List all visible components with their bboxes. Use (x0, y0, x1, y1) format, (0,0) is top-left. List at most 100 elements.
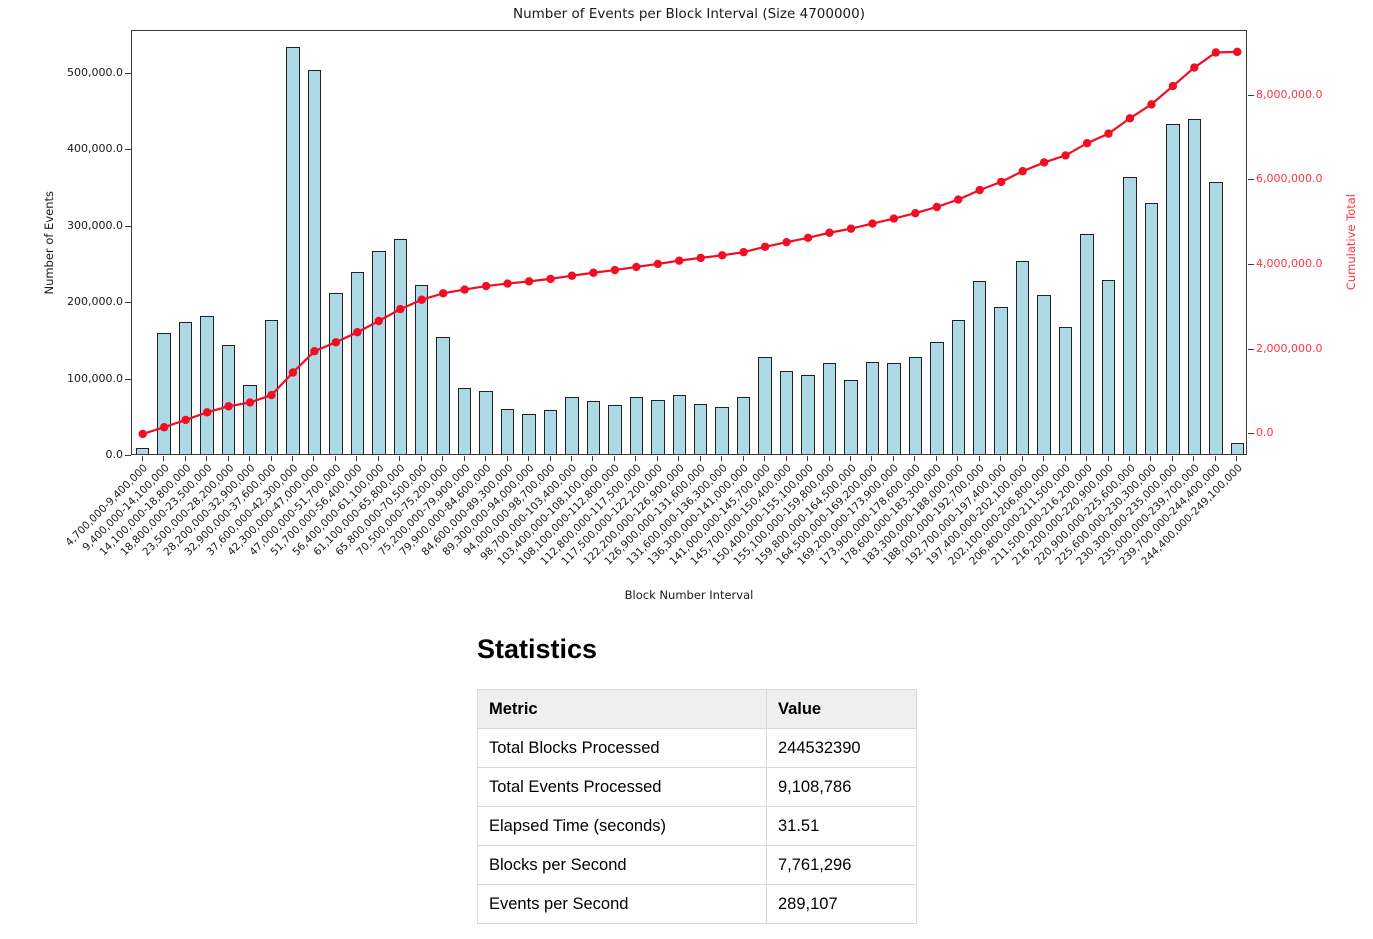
cumulative-point (1233, 47, 1242, 57)
metric-cell: Elapsed Time (seconds) (477, 806, 767, 846)
left-tick-label: 100,000.0 (67, 371, 123, 385)
cumulative-point (1211, 48, 1221, 57)
metric-cell: Events per Second (477, 884, 767, 924)
cumulative-point (782, 237, 791, 247)
right-tick-mark (1248, 348, 1254, 350)
metric-cell: Blocks per Second (477, 845, 767, 885)
bar (415, 285, 429, 454)
bar (1187, 119, 1202, 454)
cumulative-point (224, 402, 233, 411)
left-tick-mark (125, 455, 131, 456)
bar (479, 390, 493, 454)
bar (651, 399, 665, 454)
x-tick-mark (1000, 456, 1002, 461)
cumulative-point (138, 429, 147, 439)
cumulative-point (975, 185, 984, 195)
cumulative-point (1147, 100, 1156, 109)
bar (1080, 233, 1094, 454)
plot-area (131, 30, 1247, 455)
cumulative-point (460, 285, 469, 294)
x-tick-mark (163, 456, 165, 461)
bar (608, 405, 622, 454)
x-tick-mark (1128, 456, 1130, 461)
table-header-cell: Value (766, 689, 917, 729)
left-tick-label: 200,000.0 (67, 295, 123, 309)
bar (629, 397, 644, 454)
x-tick-mark (828, 456, 830, 461)
statistics-section: Statistics Metric Value Total Blocks Proc… (477, 634, 917, 924)
y-axis-label-right-text: Cumulative Total (1344, 194, 1358, 291)
cumulative-point (889, 214, 899, 223)
bar (715, 407, 729, 454)
right-tick-label: 8,000,000.0 (1256, 87, 1323, 101)
x-tick-mark (1150, 456, 1152, 461)
bar (372, 251, 386, 454)
cumulative-point (288, 368, 298, 377)
x-tick-mark (549, 456, 551, 461)
left-tick-label: 0.0 (105, 448, 124, 461)
bar (758, 356, 772, 454)
x-tick-mark (485, 456, 487, 461)
bar (586, 400, 601, 454)
x-tick-mark (291, 456, 293, 461)
x-tick-mark (227, 456, 229, 461)
bar (565, 396, 579, 454)
x-tick-mark (463, 456, 465, 461)
statistics-heading: Statistics (477, 634, 598, 664)
x-tick-mark (1107, 456, 1109, 461)
value-cell: 9,108,786 (766, 767, 917, 807)
x-tick-mark (699, 456, 701, 461)
cumulative-point (911, 208, 920, 218)
x-tick-mark (957, 456, 959, 461)
chart-title: Number of Events per Block Interval (Siz… (513, 6, 865, 22)
metric-cell: Total Blocks Processed (477, 728, 767, 768)
cumulative-point (589, 268, 598, 277)
y-axis-label-left-text: Number of Events (42, 190, 56, 295)
cumulative-point (1104, 129, 1113, 138)
cumulative-point (481, 281, 491, 291)
bar (522, 413, 536, 454)
x-tick-mark (656, 456, 658, 461)
left-tick-label: 400,000.0 (67, 142, 123, 156)
cumulative-point (503, 279, 512, 288)
x-tick-mark (1064, 456, 1066, 461)
value-cell: 289,107 (766, 884, 917, 924)
x-tick-mark (935, 456, 937, 461)
x-tick-mark (764, 456, 766, 461)
cumulative-point (632, 262, 641, 272)
events-chart-figure: Number of Events per Block Interval (Siz… (42, 6, 1358, 602)
statistics-table: Metric Value Total Blocks Processed 244532… (477, 689, 917, 924)
cumulative-point (696, 253, 705, 263)
cumulative-point (546, 274, 555, 284)
left-tick-mark (125, 225, 131, 227)
cumulative-point (1168, 81, 1178, 91)
cumulative-point (438, 289, 448, 298)
x-tick-mark (442, 456, 444, 461)
bar (350, 272, 365, 454)
bar (801, 375, 815, 454)
left-tick-mark (125, 149, 131, 151)
cumulative-point (202, 408, 212, 417)
x-tick-mark (849, 456, 851, 461)
cumulative-point (245, 398, 255, 407)
bar (307, 69, 322, 454)
bar (779, 370, 794, 454)
x-tick-mark (871, 456, 873, 461)
x-tick-mark (184, 456, 186, 461)
table-row: Elapsed Time (seconds) 31.51 (477, 806, 917, 846)
cumulative-line-series (138, 47, 1242, 439)
cumulative-point (1039, 158, 1049, 167)
x-tick-mark (506, 456, 508, 461)
left-tick-mark (125, 378, 131, 380)
x-tick-mark (1171, 456, 1173, 461)
cumulative-point (825, 228, 834, 237)
x-tick-mark (356, 456, 358, 461)
bar (200, 316, 214, 454)
cumulative-line (142, 50, 1238, 435)
bar (672, 395, 686, 454)
bar (1144, 202, 1159, 454)
table-row: Blocks per Second 7,761,296 (477, 845, 917, 885)
x-tick-mark (334, 456, 336, 461)
cumulative-point (353, 328, 362, 337)
bar (951, 320, 965, 454)
